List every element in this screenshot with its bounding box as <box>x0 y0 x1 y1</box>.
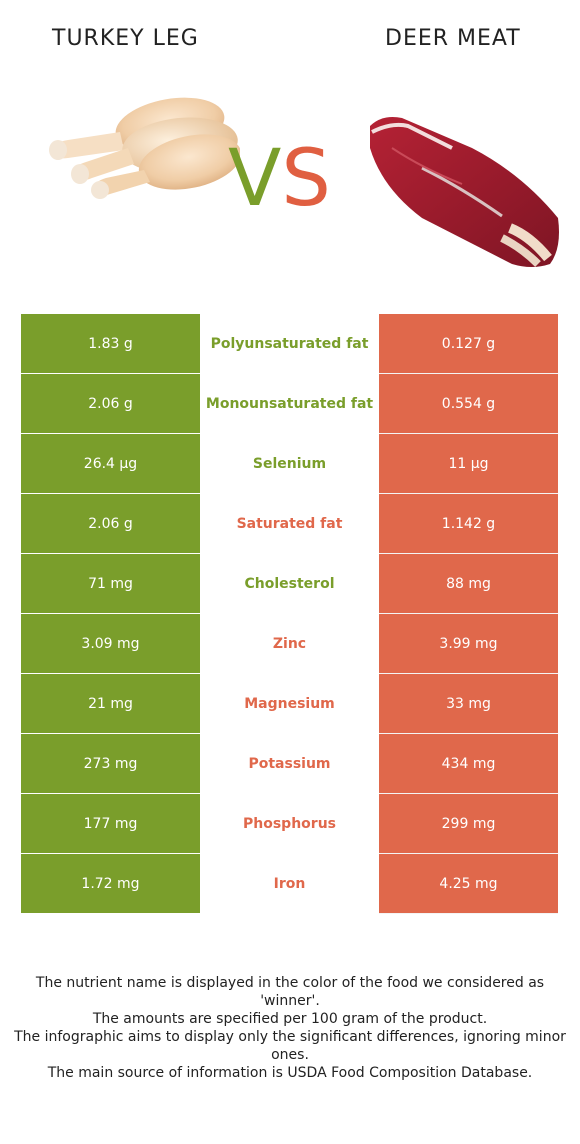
turkey-value: 273 mg <box>21 734 200 794</box>
table-row: 2.06 g Monounsaturated fat 0.554 g <box>21 374 558 434</box>
footer-note: The nutrient name is displayed in the co… <box>35 975 545 1009</box>
deer-value: 3.99 mg <box>379 614 558 674</box>
table-row: 2.06 g Saturated fat 1.142 g <box>21 494 558 554</box>
footer-notes: The nutrient name is displayed in the co… <box>14 974 566 1082</box>
vs-v: V <box>228 134 282 224</box>
table-row: 177 mg Phosphorus 299 mg <box>21 794 558 854</box>
turkey-value: 2.06 g <box>21 494 200 554</box>
footer-note: The infographic aims to display only the… <box>14 1029 566 1063</box>
table-row: 1.83 g Polyunsaturated fat 0.127 g <box>21 314 558 374</box>
footer-note: The main source of information is USDA F… <box>47 1065 533 1081</box>
table-row: 3.09 mg Zinc 3.99 mg <box>21 614 558 674</box>
footer-note: The amounts are specified per 100 gram o… <box>92 1011 488 1027</box>
deer-value: 33 mg <box>379 674 558 734</box>
nutrient-name: Cholesterol <box>200 554 379 614</box>
table-row: 1.72 mg Iron 4.25 mg <box>21 854 558 914</box>
turkey-value: 177 mg <box>21 794 200 854</box>
left-food-title: TURKEY LEG <box>52 26 199 51</box>
turkey-value: 1.83 g <box>21 314 200 374</box>
nutrient-name: Monounsaturated fat <box>200 374 379 434</box>
comparison-table: 1.83 g Polyunsaturated fat 0.127 g 2.06 g Mo… <box>21 314 558 914</box>
deer-value: 4.25 mg <box>379 854 558 914</box>
nutrient-name: Polyunsaturated fat <box>200 314 379 374</box>
table-row: 71 mg Cholesterol 88 mg <box>21 554 558 614</box>
deer-value: 434 mg <box>379 734 558 794</box>
table-row: 26.4 µg Selenium 11 µg <box>21 434 558 494</box>
table-row: 21 mg Magnesium 33 mg <box>21 674 558 734</box>
nutrient-name: Saturated fat <box>200 494 379 554</box>
turkey-value: 2.06 g <box>21 374 200 434</box>
deer-value: 11 µg <box>379 434 558 494</box>
right-food-title: DEER MEAT <box>385 26 521 51</box>
vs-label: VS <box>228 140 331 218</box>
turkey-value: 26.4 µg <box>21 434 200 494</box>
nutrient-name: Iron <box>200 854 379 914</box>
table-row: 273 mg Potassium 434 mg <box>21 734 558 794</box>
deer-value: 1.142 g <box>379 494 558 554</box>
nutrient-name: Magnesium <box>200 674 379 734</box>
deer-value: 0.554 g <box>379 374 558 434</box>
deer-meat-image <box>362 108 562 277</box>
turkey-value: 1.72 mg <box>21 854 200 914</box>
turkey-value: 71 mg <box>21 554 200 614</box>
deer-value: 0.127 g <box>379 314 558 374</box>
nutrient-name: Selenium <box>200 434 379 494</box>
turkey-value: 21 mg <box>21 674 200 734</box>
vs-s: S <box>281 134 331 224</box>
nutrient-name: Potassium <box>200 734 379 794</box>
turkey-value: 3.09 mg <box>21 614 200 674</box>
turkey-leg-image <box>40 90 242 204</box>
nutrient-name: Zinc <box>200 614 379 674</box>
deer-value: 88 mg <box>379 554 558 614</box>
deer-value: 299 mg <box>379 794 558 854</box>
nutrient-name: Phosphorus <box>200 794 379 854</box>
